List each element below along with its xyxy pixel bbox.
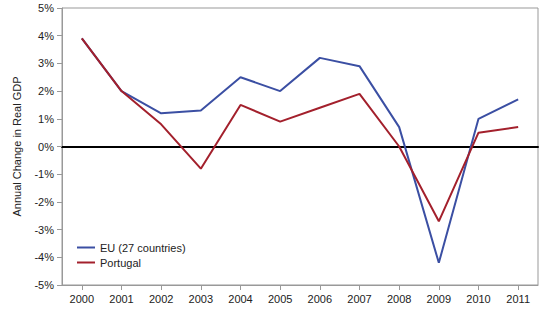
svg-text:4%: 4% [38, 30, 54, 42]
svg-text:2006: 2006 [308, 293, 332, 305]
svg-text:2007: 2007 [347, 293, 371, 305]
svg-text:2002: 2002 [149, 293, 173, 305]
svg-text:-1%: -1% [34, 168, 54, 180]
svg-text:Portugal: Portugal [100, 257, 141, 269]
svg-text:2000: 2000 [70, 293, 94, 305]
svg-text:2001: 2001 [109, 293, 133, 305]
svg-text:1%: 1% [38, 113, 54, 125]
svg-text:-2%: -2% [34, 196, 54, 208]
svg-text:2004: 2004 [228, 293, 252, 305]
svg-text:2010: 2010 [466, 293, 490, 305]
svg-text:EU (27 countries): EU (27 countries) [100, 242, 186, 254]
svg-text:2%: 2% [38, 85, 54, 97]
svg-text:2008: 2008 [387, 293, 411, 305]
svg-text:2005: 2005 [268, 293, 292, 305]
svg-text:-3%: -3% [34, 224, 54, 236]
svg-text:-4%: -4% [34, 251, 54, 263]
svg-text:2011: 2011 [506, 293, 530, 305]
svg-text:Annual Change in Real GDP: Annual Change in Real GDP [11, 76, 23, 216]
svg-text:-5%: -5% [34, 279, 54, 291]
svg-text:3%: 3% [38, 57, 54, 69]
svg-text:2009: 2009 [427, 293, 451, 305]
svg-text:5%: 5% [38, 2, 54, 14]
svg-text:2003: 2003 [189, 293, 213, 305]
svg-text:0%: 0% [38, 141, 54, 153]
